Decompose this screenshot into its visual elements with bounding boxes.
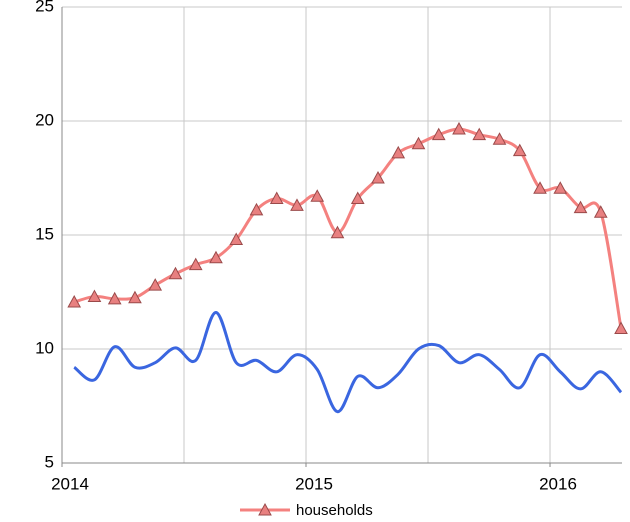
y-tick-label: 5 <box>45 452 54 471</box>
point <box>269 191 284 205</box>
legend-label: households <box>296 502 373 519</box>
y-tick-label: 10 <box>35 338 54 357</box>
point <box>107 291 122 305</box>
point <box>553 181 568 194</box>
point <box>492 132 507 145</box>
point <box>168 266 183 280</box>
point <box>128 290 142 304</box>
point <box>411 136 426 150</box>
point <box>229 232 244 246</box>
point <box>512 143 527 157</box>
point <box>614 321 628 334</box>
x-tick-label: 2016 <box>539 474 577 493</box>
x-tick-label: 2014 <box>51 474 89 493</box>
point <box>593 205 608 218</box>
point <box>67 294 82 308</box>
point <box>87 289 102 303</box>
point <box>209 250 223 264</box>
legend-marker <box>258 502 272 516</box>
y-tick-label: 15 <box>35 224 54 243</box>
point <box>290 198 304 211</box>
point <box>350 191 365 205</box>
series-line <box>73 311 623 414</box>
point <box>533 181 547 194</box>
y-tick-label: 20 <box>35 110 54 129</box>
point <box>188 257 203 271</box>
series-line <box>73 127 623 329</box>
y-tick-label: 25 <box>35 0 54 15</box>
point <box>452 121 466 135</box>
point <box>148 278 163 291</box>
point <box>330 225 345 239</box>
point <box>391 145 406 159</box>
point <box>573 200 588 214</box>
point <box>249 202 264 216</box>
point <box>431 127 446 141</box>
point <box>472 127 487 141</box>
x-tick-label: 2015 <box>295 474 333 493</box>
point <box>310 189 325 202</box>
point <box>371 170 385 184</box>
